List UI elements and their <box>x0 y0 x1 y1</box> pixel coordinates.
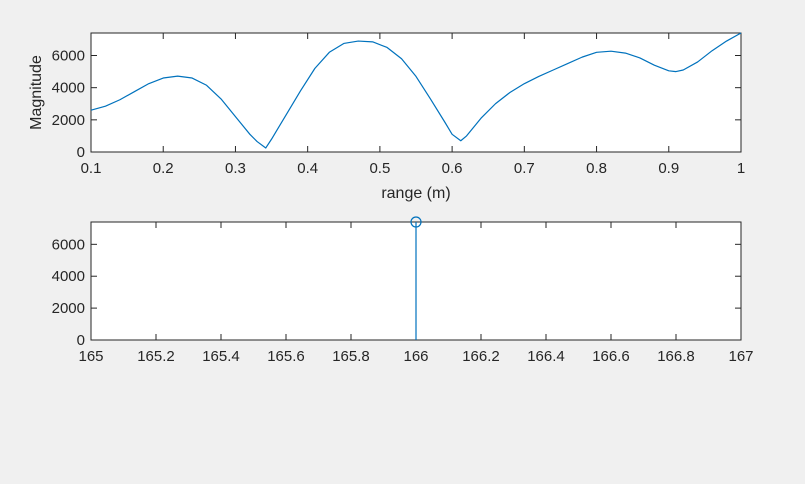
axes-box <box>90 32 742 153</box>
x-tick-label: 166 <box>403 348 428 365</box>
x-tick-label: 0.3 <box>225 160 246 177</box>
x-tick-label: 0.4 <box>297 160 318 177</box>
range-magnitude-plot: 0.1 0.2 0.3 0.4 0.5 0.6 0.7 0.8 0.9 1 0 2000 4000 600… <box>28 32 745 202</box>
y-tick-label: 0 <box>77 144 85 161</box>
x-tick-label: 1 <box>737 160 745 177</box>
stem-marker <box>410 216 422 228</box>
stem-plot: 165 165.2 165.4 165.6 165.8 166 166.2 166.4 166.… <box>52 216 754 365</box>
x-tick-label: 0.8 <box>586 160 607 177</box>
x-tick-label: 165.6 <box>267 348 305 365</box>
y-tick-label: 2000 <box>52 300 85 317</box>
x-tick-label: 0.7 <box>514 160 535 177</box>
x-tick-label: 165.8 <box>332 348 370 365</box>
x-tick-label: 166.4 <box>527 348 565 365</box>
y-tick-label: 4000 <box>52 268 85 285</box>
y-tick-label: 6000 <box>52 236 85 253</box>
x-axis-label: range (m) <box>381 185 450 202</box>
y-tick-label: 4000 <box>52 80 85 97</box>
x-tick-label: 0.6 <box>442 160 463 177</box>
y-tick-label: 2000 <box>52 112 85 129</box>
x-tick-label: 0.5 <box>369 160 390 177</box>
data-line <box>90 32 742 149</box>
x-tick-label: 166.2 <box>462 348 500 365</box>
x-tick-label: 165 <box>78 348 103 365</box>
x-tick-label: 0.9 <box>658 160 679 177</box>
y-axis-label: Magnitude <box>28 55 45 130</box>
x-tick-label: 165.2 <box>137 348 175 365</box>
x-tick-label: 0.1 <box>81 160 102 177</box>
x-tick-label: 0.2 <box>153 160 174 177</box>
x-tick-label: 167 <box>728 348 753 365</box>
x-tick-label: 166.8 <box>657 348 695 365</box>
y-tick-label: 0 <box>77 332 85 349</box>
x-tick-label: 166.6 <box>592 348 630 365</box>
y-tick-label: 6000 <box>52 48 85 65</box>
x-tick-label: 165.4 <box>202 348 240 365</box>
